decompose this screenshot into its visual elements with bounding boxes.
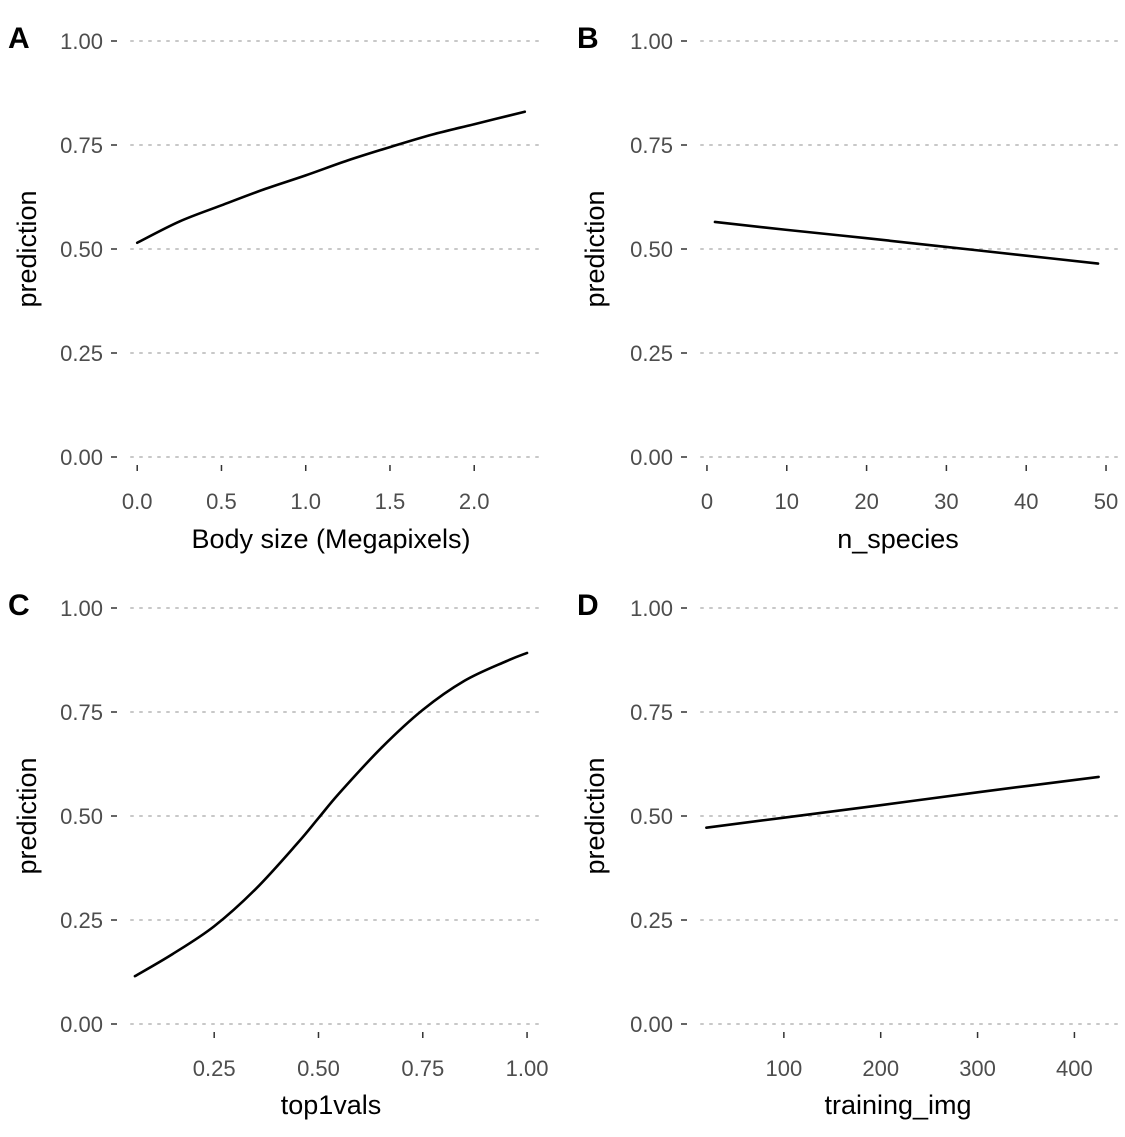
y-tick-label: 1.00 bbox=[630, 596, 673, 621]
y-tick-label: 1.00 bbox=[630, 29, 673, 54]
y-tick-label: 1.00 bbox=[60, 29, 103, 54]
y-tick-label: 0.25 bbox=[60, 908, 103, 933]
y-tick-label: 0.50 bbox=[630, 237, 673, 262]
y-tick-label: 0.25 bbox=[630, 908, 673, 933]
x-tick-label: 40 bbox=[1014, 489, 1038, 514]
y-tick-label: 0.50 bbox=[60, 237, 103, 262]
x-tick-label: 1.0 bbox=[290, 489, 321, 514]
y-tick-label: 0.00 bbox=[630, 1012, 673, 1037]
x-tick-label: 20 bbox=[854, 489, 878, 514]
y-tick-label: 0.75 bbox=[60, 133, 103, 158]
x-tick-label: 0.25 bbox=[193, 1056, 236, 1081]
prediction-line bbox=[705, 775, 1100, 829]
prediction-line bbox=[133, 651, 529, 978]
x-axis-title: n_species bbox=[837, 524, 959, 554]
x-axis-title: Body size (Megapixels) bbox=[191, 524, 470, 554]
panel-d: D 0.00 0.25 0.50 0.75 1.00 100 200 300 400 trainin… bbox=[577, 589, 1119, 1120]
y-tick-label: 0.50 bbox=[60, 804, 103, 829]
y-axis-title: prediction bbox=[12, 190, 42, 307]
y-tick-label: 0.75 bbox=[630, 700, 673, 725]
x-tick-label: 0.5 bbox=[206, 489, 237, 514]
panel-letter: A bbox=[8, 22, 30, 55]
x-tick-label: 2.0 bbox=[459, 489, 490, 514]
x-tick-label: 0.50 bbox=[297, 1056, 340, 1081]
panel-letter: B bbox=[577, 22, 599, 55]
panel-letter: C bbox=[8, 589, 30, 622]
y-tick-label: 0.25 bbox=[630, 341, 673, 366]
y-tick-label: 0.75 bbox=[630, 133, 673, 158]
x-tick-label: 1.00 bbox=[506, 1056, 549, 1081]
y-axis-title: prediction bbox=[580, 757, 610, 874]
x-axis-title: training_img bbox=[824, 1090, 971, 1120]
y-axis-title: prediction bbox=[580, 190, 610, 307]
x-tick-label: 30 bbox=[934, 489, 958, 514]
y-tick-label: 1.00 bbox=[60, 596, 103, 621]
panel-b: B 0.00 0.25 0.50 0.75 1.00 0 10 20 30 40 50 n_specie… bbox=[577, 22, 1119, 554]
x-tick-label: 300 bbox=[959, 1056, 996, 1081]
x-tick-label: 1.5 bbox=[375, 489, 406, 514]
panel-letter: D bbox=[577, 589, 599, 622]
panel-c: C 0.00 0.25 0.50 0.75 1.00 0.25 0.50 0.75 1.00 top… bbox=[8, 589, 548, 1120]
y-tick-label: 0.50 bbox=[630, 804, 673, 829]
x-tick-label: 50 bbox=[1094, 489, 1118, 514]
prediction-line bbox=[135, 110, 527, 245]
x-tick-label: 0.0 bbox=[122, 489, 153, 514]
x-axis-title: top1vals bbox=[281, 1090, 382, 1120]
y-tick-label: 0.00 bbox=[60, 1012, 103, 1037]
prediction-line bbox=[713, 220, 1100, 265]
y-axis-title: prediction bbox=[12, 757, 42, 874]
panel-a: A 0.00 0.25 0.50 0.75 1.00 0.0 0.5 1.0 1.5 2.0 Body… bbox=[8, 22, 546, 554]
y-tick-label: 0.25 bbox=[60, 341, 103, 366]
x-tick-label: 0.75 bbox=[401, 1056, 444, 1081]
y-tick-label: 0.75 bbox=[60, 700, 103, 725]
x-tick-label: 10 bbox=[775, 489, 799, 514]
x-tick-label: 0 bbox=[701, 489, 713, 514]
y-tick-label: 0.00 bbox=[60, 445, 103, 470]
x-tick-label: 400 bbox=[1056, 1056, 1093, 1081]
y-tick-label: 0.00 bbox=[630, 445, 673, 470]
x-tick-label: 200 bbox=[862, 1056, 899, 1081]
x-tick-label: 100 bbox=[765, 1056, 802, 1081]
